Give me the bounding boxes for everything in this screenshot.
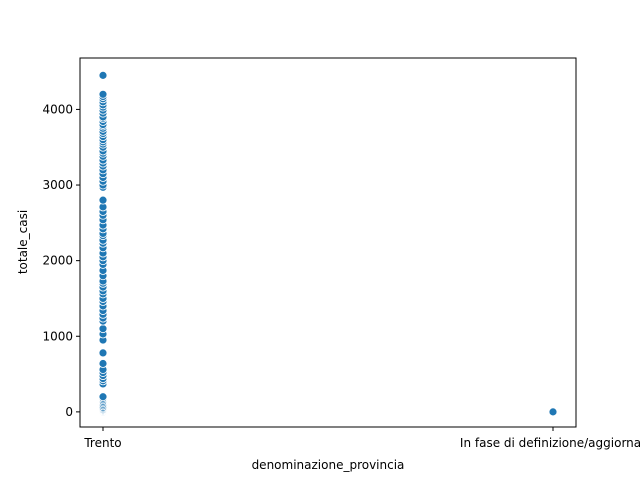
- data-point: [98, 324, 108, 334]
- y-tick-label: 0: [65, 405, 73, 419]
- y-tick-label: 3000: [42, 178, 73, 192]
- y-tick-label: 2000: [42, 254, 73, 268]
- data-point: [98, 348, 108, 358]
- data-point: [98, 359, 108, 368]
- x-axis-label: denominazione_provincia: [252, 458, 405, 472]
- data-point: [548, 407, 558, 417]
- y-tick-label: 1000: [42, 329, 73, 343]
- data-point: [98, 70, 108, 80]
- y-axis-label: totale_casi: [16, 210, 30, 274]
- data-point: [98, 195, 108, 205]
- x-tick-label: Trento: [83, 436, 121, 450]
- y-tick-label: 4000: [42, 102, 73, 116]
- data-point: [98, 392, 108, 402]
- data-points: [98, 70, 558, 417]
- data-point: [98, 89, 108, 99]
- axes: 0 1000 2000 3000 4000 Trento In fase di defini…: [42, 102, 640, 450]
- x-tick-label: In fase di definizione/aggiornar: [460, 436, 640, 450]
- plot-frame: [79, 57, 577, 428]
